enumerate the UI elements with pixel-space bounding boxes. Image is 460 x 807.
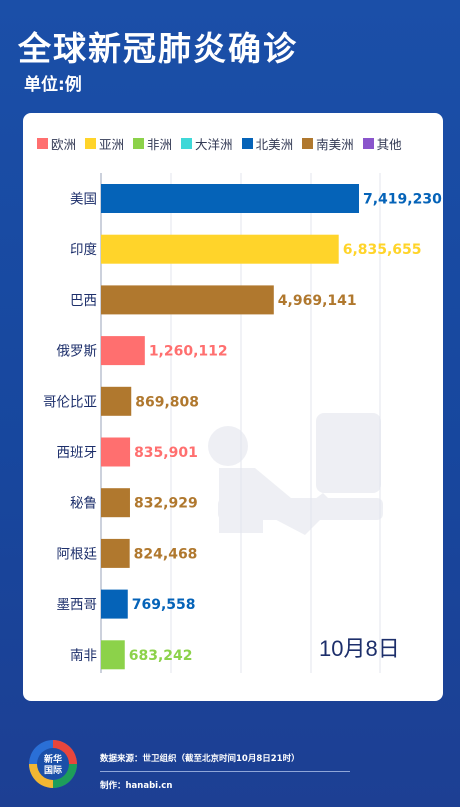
bar xyxy=(101,234,339,264)
legend-item: 亚洲 xyxy=(85,134,124,153)
legend-swatch xyxy=(362,137,374,149)
bar xyxy=(101,538,130,568)
bar xyxy=(101,640,125,670)
legend-item: 北美洲 xyxy=(241,134,294,153)
legend-label: 大洋洲 xyxy=(195,136,233,152)
bar xyxy=(101,285,274,315)
maker-credit: 制作：hanabi.cn xyxy=(100,781,173,791)
value-label: 1,260,112 xyxy=(149,344,228,360)
legend-swatch xyxy=(241,137,253,149)
value-label: 835,901 xyxy=(134,445,198,461)
chart-card: 欧洲 亚洲 非洲 大洋洲 北美洲 南美洲 其他 美国印度巴西俄罗斯哥伦比亚西班牙秘鲁阿根廷墨… xyxy=(23,113,443,701)
value-label: 4,969,141 xyxy=(278,293,357,309)
background-watermark-icon xyxy=(208,413,383,535)
footer-divider xyxy=(100,771,350,772)
category-label: 印度 xyxy=(70,242,97,258)
unit-label: 单位:例 xyxy=(24,75,82,95)
value-label: 869,808 xyxy=(135,394,199,410)
legend-label: 欧洲 xyxy=(51,136,77,152)
category-label: 美国 xyxy=(70,192,97,208)
legend-label: 亚洲 xyxy=(99,136,125,152)
legend-item: 非洲 xyxy=(133,134,172,153)
category-label: 墨西哥 xyxy=(57,597,98,613)
category-label: 秘鲁 xyxy=(70,496,97,512)
category-label: 巴西 xyxy=(70,293,97,309)
bar xyxy=(101,488,130,518)
value-label: 824,468 xyxy=(134,546,198,562)
legend: 欧洲 亚洲 非洲 大洋洲 北美洲 南美洲 其他 xyxy=(37,133,433,153)
bar xyxy=(101,386,132,416)
legend-swatch xyxy=(37,137,48,149)
value-label: 769,558 xyxy=(132,597,196,613)
chart-title: 全球新冠肺炎确诊 xyxy=(18,29,298,68)
legend-swatch xyxy=(302,137,314,149)
bar xyxy=(101,336,145,366)
category-label: 南非 xyxy=(70,648,97,664)
legend-item: 南美洲 xyxy=(302,134,354,153)
legend-label: 北美洲 xyxy=(255,136,294,152)
bar xyxy=(101,437,131,467)
value-label: 7,419,230 xyxy=(363,192,442,208)
legend-swatch xyxy=(133,137,145,149)
category-label: 哥伦比亚 xyxy=(43,394,97,410)
legend-swatch xyxy=(181,137,193,149)
legend-item: 欧洲 xyxy=(37,134,76,153)
bar xyxy=(101,589,128,619)
value-label: 832,929 xyxy=(134,496,198,512)
logo-text-1: 新华 xyxy=(44,753,62,765)
category-label: 俄罗斯 xyxy=(57,344,98,360)
data-source: 数据来源：世卫组织（截至北京时间10月8日21时） xyxy=(100,754,300,764)
date-label: 10月8日 xyxy=(319,636,400,661)
legend-item: 大洋洲 xyxy=(181,134,233,153)
value-label: 6,835,655 xyxy=(343,242,422,258)
legend-label: 非洲 xyxy=(147,136,173,152)
legend-label: 南美洲 xyxy=(316,136,354,152)
xinhua-logo: 新华 国际 xyxy=(29,740,77,788)
legend-label: 其他 xyxy=(376,136,402,152)
legend-swatch xyxy=(85,137,97,149)
logo-text-2: 国际 xyxy=(44,765,62,776)
legend-item: 其他 xyxy=(362,134,402,153)
value-labels: 7,419,230 6,835,655 4,969,141 1,260,112 869,… xyxy=(129,192,442,664)
category-label: 西班牙 xyxy=(57,445,98,461)
bar xyxy=(101,184,359,213)
category-label: 阿根廷 xyxy=(57,546,98,562)
chart-bars xyxy=(101,184,359,670)
value-label: 683,242 xyxy=(129,648,193,664)
